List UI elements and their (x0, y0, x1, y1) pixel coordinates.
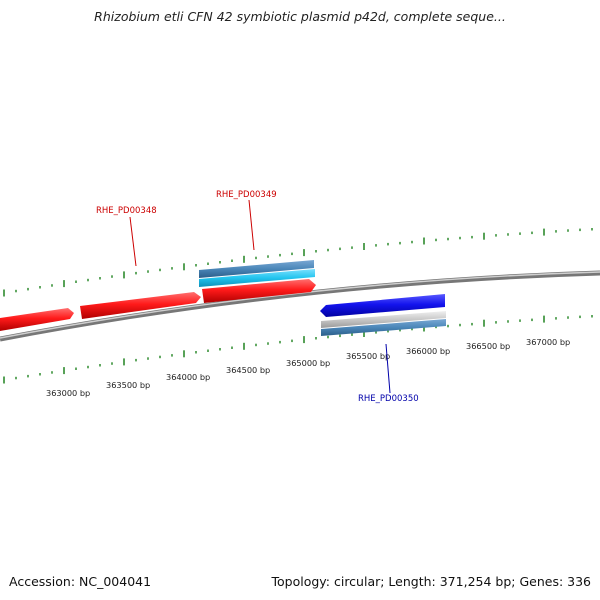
callout-line-rhe-pd00350 (385, 343, 391, 394)
gene-arrow-rhe-pd00349[interactable] (202, 279, 316, 303)
feature-bar-steel[interactable] (199, 260, 314, 278)
scale-label: 367000 bp (526, 337, 570, 347)
feature-bar-steel-lower[interactable] (321, 319, 446, 336)
gene-arrow[interactable] (0, 308, 74, 331)
scale-label: 366500 bp (466, 341, 510, 351)
forward-strand-genes (0, 279, 316, 331)
gene-arrow-rhe-pd00348[interactable] (80, 292, 201, 319)
upper-tick-row (3, 228, 593, 297)
gene-label-callouts: RHE_PD00348 RHE_PD00349 RHE_PD00350 (96, 190, 419, 404)
scale-label: 363000 bp (46, 388, 90, 398)
scale-label: 363500 bp (106, 380, 150, 390)
callout-line-rhe-pd00348 (129, 216, 137, 267)
scale-label: 364000 bp (166, 372, 210, 382)
gene-label-rhe-pd00349[interactable]: RHE_PD00349 (216, 190, 277, 200)
accession-text: Accession: NC_004041 (9, 574, 152, 589)
scale-label: 364500 bp (226, 365, 270, 375)
callout-line-rhe-pd00349 (248, 199, 255, 251)
feature-bars-lower (321, 311, 446, 336)
scale-labels: 363000 bp 363500 bp 364000 bp 364500 bp … (46, 337, 570, 398)
topology-summary: Topology: circular; Length: 371,254 bp; … (271, 574, 592, 589)
gene-arrow-rhe-pd00350[interactable] (320, 294, 445, 317)
scale-label: 365500 bp (346, 351, 390, 361)
feature-bar-silver[interactable] (321, 311, 446, 328)
feature-bar-sky[interactable] (199, 269, 315, 287)
feature-bars-upper (199, 260, 315, 287)
gene-label-rhe-pd00350[interactable]: RHE_PD00350 (358, 394, 419, 404)
plasmid-backbone (0, 270, 600, 342)
gene-label-rhe-pd00348[interactable]: RHE_PD00348 (96, 206, 157, 216)
scale-label: 366000 bp (406, 346, 450, 356)
scale-label: 365000 bp (286, 358, 330, 368)
map-title: Rhizobium etli CFN 42 symbiotic plasmid … (94, 9, 506, 24)
reverse-strand-genes (320, 294, 445, 317)
